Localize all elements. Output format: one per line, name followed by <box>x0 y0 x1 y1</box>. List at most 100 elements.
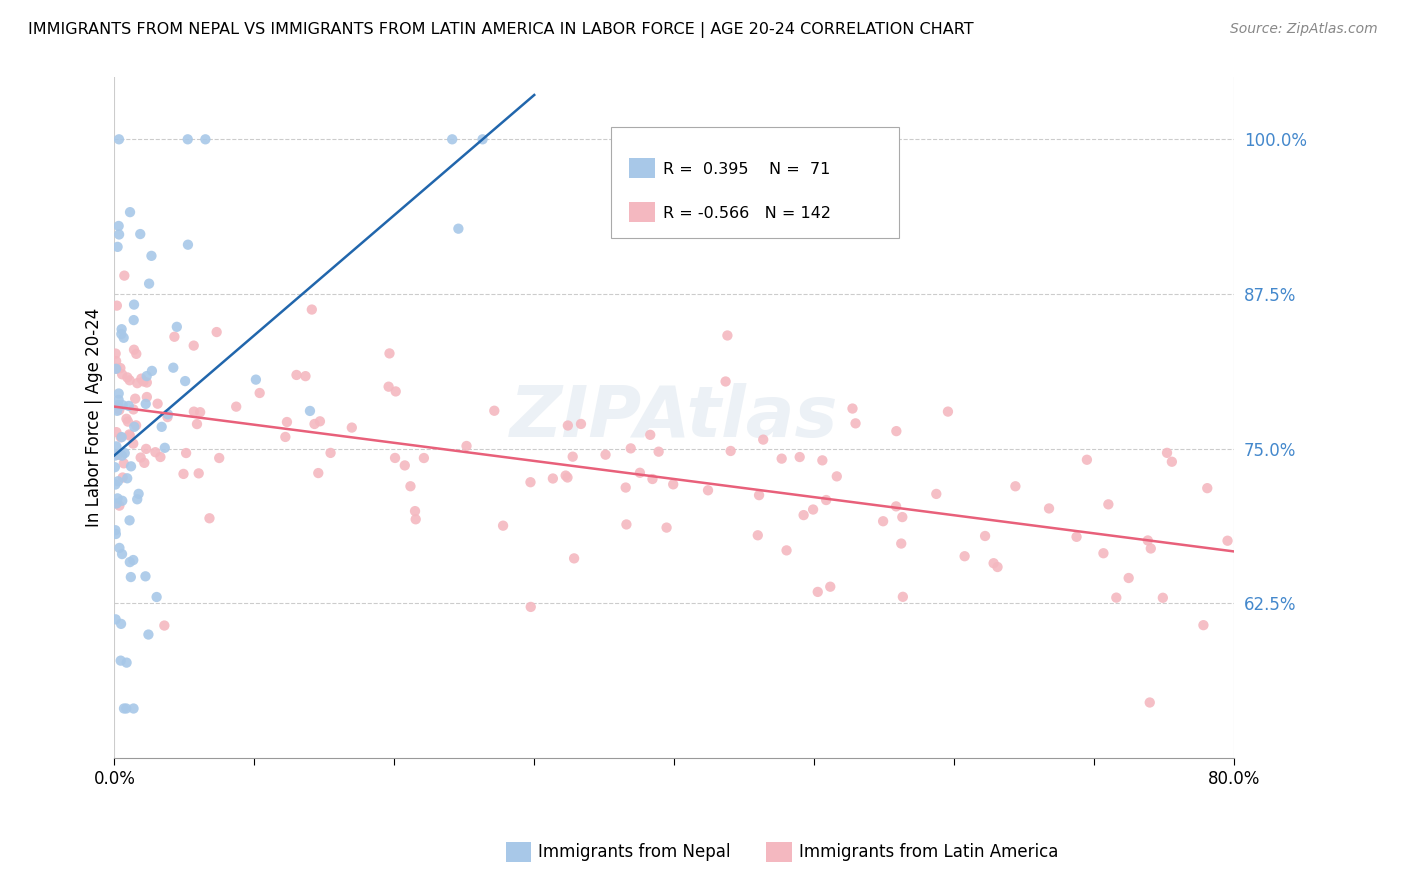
Point <box>177 132 200 146</box>
Point <box>1152 591 1174 605</box>
Point <box>198 511 221 525</box>
Point <box>104 346 127 360</box>
Point <box>138 627 160 641</box>
Point <box>820 580 842 594</box>
Point <box>484 403 506 417</box>
Point <box>815 493 838 508</box>
Point <box>561 450 583 464</box>
Point <box>974 529 997 543</box>
Point <box>405 512 427 526</box>
Point <box>110 326 132 341</box>
Point <box>134 456 156 470</box>
Point <box>135 397 157 411</box>
Point <box>104 527 127 541</box>
Point <box>117 370 139 384</box>
Point <box>983 556 1005 570</box>
Point <box>122 402 145 417</box>
Point <box>399 479 422 493</box>
Point <box>129 227 152 241</box>
Point <box>156 407 179 421</box>
Point <box>125 418 148 433</box>
Point <box>384 450 406 465</box>
Point <box>662 477 685 491</box>
Point <box>105 496 128 510</box>
Point <box>294 369 316 384</box>
Point <box>108 541 131 555</box>
Point <box>105 354 128 368</box>
Point <box>162 360 184 375</box>
Point <box>569 417 592 431</box>
Point <box>614 481 637 495</box>
Point <box>208 450 231 465</box>
Point <box>122 343 145 357</box>
Text: IMMIGRANTS FROM NEPAL VS IMMIGRANTS FROM LATIN AMERICA IN LABOR FORCE | AGE 20-2: IMMIGRANTS FROM NEPAL VS IMMIGRANTS FROM… <box>28 22 974 38</box>
Point <box>108 132 131 146</box>
Point <box>309 414 332 428</box>
Point <box>1197 481 1219 495</box>
Point <box>107 398 129 412</box>
Point <box>225 400 247 414</box>
Point <box>110 430 132 444</box>
Point <box>105 425 128 439</box>
Point <box>616 517 638 532</box>
Point <box>1139 541 1161 556</box>
Point <box>183 338 205 352</box>
Point <box>135 369 157 384</box>
Point <box>115 411 138 425</box>
Point <box>111 368 134 382</box>
Point <box>471 132 494 146</box>
Point <box>1066 530 1088 544</box>
Point <box>125 347 148 361</box>
Point <box>141 249 163 263</box>
Point <box>108 227 131 242</box>
Point <box>1156 446 1178 460</box>
Point <box>111 322 134 336</box>
Point <box>118 373 141 387</box>
Point <box>135 390 157 404</box>
Point <box>447 221 470 235</box>
Point <box>117 415 139 429</box>
Point <box>111 470 134 484</box>
Point <box>177 237 200 252</box>
Point <box>789 450 811 464</box>
Point <box>138 277 160 291</box>
Point <box>104 523 127 537</box>
Point <box>1192 618 1215 632</box>
Point <box>107 392 129 407</box>
Point <box>844 417 866 431</box>
Point <box>274 430 297 444</box>
Point <box>135 376 157 390</box>
Point <box>134 569 156 583</box>
Point <box>628 466 651 480</box>
Point <box>118 555 141 569</box>
Point <box>166 319 188 334</box>
Point <box>127 492 149 507</box>
Point <box>301 302 323 317</box>
Point <box>752 433 775 447</box>
Point <box>304 417 326 431</box>
Point <box>720 444 742 458</box>
Point <box>340 420 363 434</box>
Point <box>105 439 128 453</box>
Point <box>107 475 129 489</box>
Point <box>1076 452 1098 467</box>
Point <box>132 375 155 389</box>
Point <box>107 240 129 254</box>
Point <box>1136 533 1159 548</box>
Point <box>163 330 186 344</box>
Point <box>825 469 848 483</box>
Point <box>111 547 134 561</box>
Text: R =  0.395    N =  71: R = 0.395 N = 71 <box>664 162 831 178</box>
Point <box>807 585 830 599</box>
Text: Immigrants from Nepal: Immigrants from Nepal <box>538 843 731 861</box>
Point <box>112 701 135 715</box>
Point <box>145 590 167 604</box>
Point <box>747 528 769 542</box>
Point <box>118 513 141 527</box>
Point <box>112 456 135 470</box>
Point <box>104 612 127 626</box>
Point <box>112 331 135 345</box>
Point <box>188 405 211 419</box>
Point <box>1097 497 1119 511</box>
Point <box>107 448 129 462</box>
